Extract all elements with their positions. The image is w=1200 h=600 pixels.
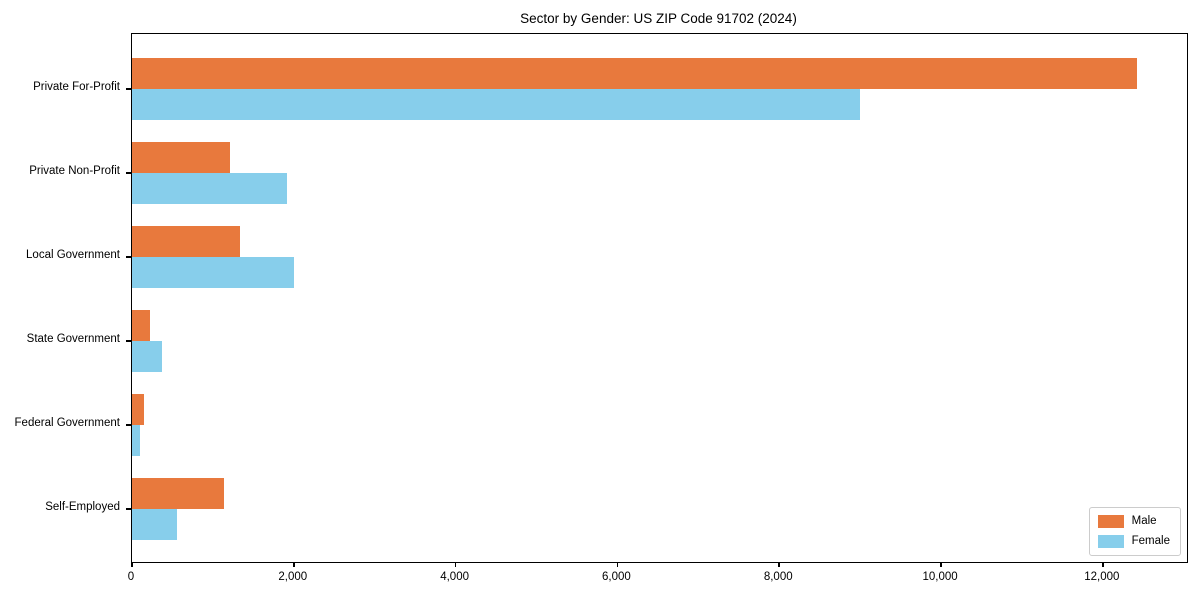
x-axis-label-3: 6,000 bbox=[602, 571, 631, 583]
legend-label-male: Male bbox=[1131, 515, 1157, 527]
bar-male-5 bbox=[132, 478, 225, 509]
x-axis-label-5: 10,000 bbox=[922, 571, 958, 583]
bar-female-2 bbox=[132, 257, 294, 288]
y-tick-mark bbox=[125, 340, 131, 342]
plot-area: Male Female bbox=[125, 33, 1188, 567]
y-tick-mark bbox=[125, 424, 131, 426]
y-tick-mark bbox=[125, 256, 131, 258]
x-axis-label-4: 8,000 bbox=[763, 571, 793, 583]
bar-male-2 bbox=[132, 226, 241, 257]
legend-label-female: Female bbox=[1131, 535, 1170, 547]
bar-female-3 bbox=[132, 341, 163, 372]
y-tick-mark bbox=[125, 172, 131, 174]
x-axis-label-2: 4,000 bbox=[440, 571, 469, 583]
y-axis-label-2: Local Government bbox=[26, 249, 120, 261]
x-tick-mark bbox=[131, 562, 133, 567]
legend-item-female: Female bbox=[1097, 535, 1170, 548]
x-tick-mark bbox=[940, 562, 942, 567]
x-tick-mark bbox=[778, 562, 780, 567]
bar-female-4 bbox=[132, 425, 141, 456]
y-axis-label-3: State Government bbox=[26, 333, 120, 345]
bar-female-0 bbox=[132, 89, 861, 120]
legend-item-male: Male bbox=[1097, 515, 1170, 528]
x-axis-label-6: 12,000 bbox=[1084, 571, 1120, 583]
y-axis-label-0: Private For-Profit bbox=[33, 81, 120, 93]
bar-male-3 bbox=[132, 310, 151, 341]
legend: Male Female bbox=[1088, 507, 1181, 556]
x-tick-mark bbox=[293, 562, 295, 567]
bar-male-4 bbox=[132, 394, 145, 425]
bar-female-1 bbox=[132, 173, 287, 204]
x-axis-label-1: 2,000 bbox=[278, 571, 308, 583]
y-tick-mark bbox=[125, 508, 131, 510]
y-axis-label-1: Private Non-Profit bbox=[29, 165, 120, 177]
x-tick-mark bbox=[454, 562, 457, 567]
bar-male-1 bbox=[132, 142, 230, 173]
bar-male-0 bbox=[132, 58, 1137, 89]
y-axis-label-4: Federal Government bbox=[14, 417, 120, 429]
x-tick-mark bbox=[1102, 562, 1104, 567]
x-tick-mark bbox=[616, 562, 619, 567]
bar-female-5 bbox=[132, 509, 178, 540]
legend-swatch-male bbox=[1097, 515, 1124, 528]
chart-title: Sector by Gender: US ZIP Code 91702 (202… bbox=[520, 11, 797, 26]
x-axis-label-0: 0 bbox=[127, 571, 135, 583]
y-axis-label-5: Self-Employed bbox=[45, 501, 120, 513]
legend-swatch-female bbox=[1097, 535, 1124, 548]
y-tick-mark bbox=[125, 88, 131, 90]
